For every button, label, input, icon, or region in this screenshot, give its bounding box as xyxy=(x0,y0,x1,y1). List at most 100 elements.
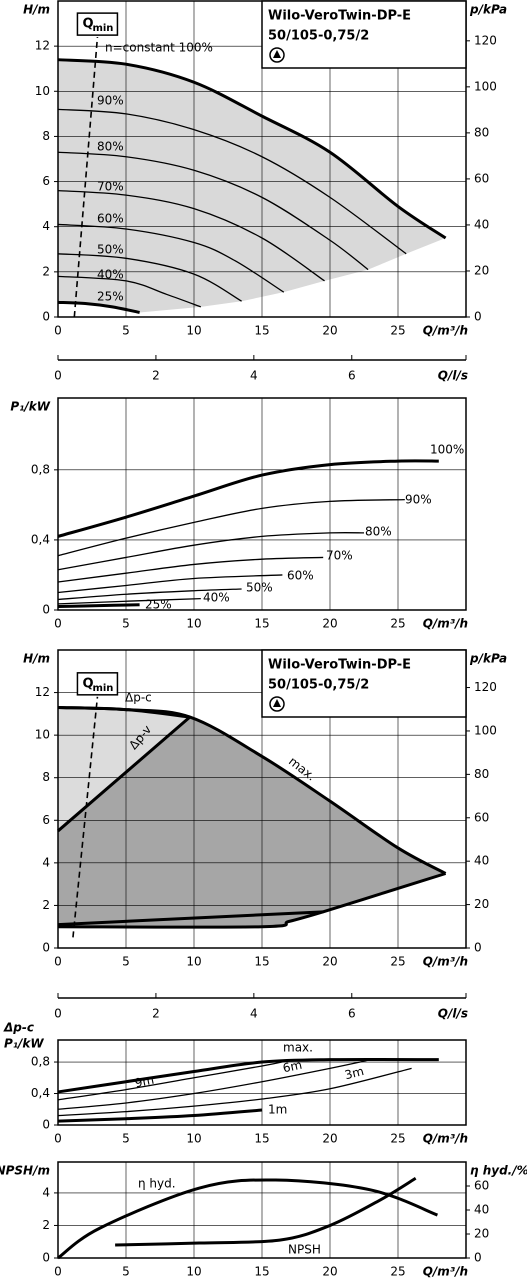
y2-tick-label: 80 xyxy=(474,125,489,139)
y-axis-label: H/m xyxy=(23,652,50,666)
operating-range-fill xyxy=(58,59,446,313)
y2-tick-label: 20 xyxy=(474,897,489,911)
x-tick-label: 25 xyxy=(390,955,405,969)
y-tick-label: 0 xyxy=(42,603,50,617)
y-tick-label: 8 xyxy=(42,129,50,143)
curve xyxy=(57,58,447,240)
y-tick-label: 0 xyxy=(42,1118,50,1132)
plot-frame xyxy=(57,1161,467,1259)
curve-label: 9m xyxy=(133,1073,155,1091)
plot-frame xyxy=(57,1039,467,1126)
dpc-range-fill xyxy=(58,707,190,831)
x-tick-label: 0 xyxy=(54,1265,62,1279)
y-tick-label: 0,8 xyxy=(31,462,50,476)
plot-frame xyxy=(57,397,467,611)
x-tick-label: 15 xyxy=(254,955,269,969)
x-tick-label: 10 xyxy=(186,1132,201,1146)
title: Wilo-VeroTwin-DP-E xyxy=(268,9,411,24)
curve xyxy=(57,151,369,271)
y2-axis-label: p/kPa xyxy=(469,3,507,17)
y-tick-label: 10 xyxy=(35,728,50,742)
curve-label: 70% xyxy=(97,180,124,194)
y2-tick-label: 60 xyxy=(474,1179,489,1193)
pump-icon-arrow xyxy=(273,699,281,707)
y2-tick-label: 40 xyxy=(474,1203,489,1217)
y2-tick-label: 120 xyxy=(474,33,497,47)
x-tick-label: 25 xyxy=(390,1132,405,1146)
y-tick-label: 2 xyxy=(42,1218,50,1232)
curve xyxy=(57,253,242,302)
x-tick-label: 20 xyxy=(322,1265,337,1279)
x-tick-label: 25 xyxy=(390,324,405,338)
curve-label: n=constant 100% xyxy=(105,41,213,55)
x2-tick-label: 6 xyxy=(348,369,356,383)
y-axis-label: NPSH/m xyxy=(0,1164,50,1178)
y-tick-label: 12 xyxy=(35,39,50,53)
y2-axis-label: η hyd./% xyxy=(470,1164,527,1178)
x-tick-label: 0 xyxy=(54,617,62,631)
qmin-sub: min xyxy=(92,683,113,694)
title-box xyxy=(261,649,467,718)
x-tick-label: 5 xyxy=(122,617,130,631)
x-tick-label: 15 xyxy=(254,617,269,631)
y-tick-label: 10 xyxy=(35,84,50,98)
x2-axis-label: Q/l/s xyxy=(438,1007,468,1021)
curve xyxy=(57,300,140,314)
x-axis-label: Q/m³/h xyxy=(423,324,468,338)
x2-tick-label: 2 xyxy=(152,369,160,383)
curve-label: 6m xyxy=(281,1058,303,1076)
curve xyxy=(57,597,201,605)
x-tick-label: 15 xyxy=(254,324,269,338)
curve-label: 90% xyxy=(97,94,124,108)
curve xyxy=(57,1059,290,1101)
x-axis-label: Q/m³/h xyxy=(423,1265,468,1279)
curve-label: max. xyxy=(283,1041,313,1055)
curve-label: Δp-c xyxy=(125,691,152,705)
curve xyxy=(57,1178,438,1260)
qmin-sub: min xyxy=(92,23,113,34)
curve xyxy=(57,1108,263,1123)
y2-tick-label: 20 xyxy=(474,1227,489,1241)
curve xyxy=(57,910,324,927)
curve-label: 100% xyxy=(430,443,464,457)
y2-axis-label: p/kPa xyxy=(469,652,507,666)
curve-label: 25% xyxy=(145,598,172,612)
curve xyxy=(57,189,325,282)
y-axis-label: Δp-c xyxy=(3,1021,34,1035)
y-tick-label: 0 xyxy=(42,941,50,955)
y2-tick-label: 60 xyxy=(474,171,489,185)
x-tick-label: 5 xyxy=(122,1132,130,1146)
y-tick-label: 8 xyxy=(42,770,50,784)
curve xyxy=(57,459,439,538)
y-tick-label: 4 xyxy=(42,219,50,233)
y-axis-label: H/m xyxy=(23,3,50,17)
curve-label: 60% xyxy=(97,212,124,226)
curve-label: 25% xyxy=(97,290,124,304)
x-tick-label: 0 xyxy=(54,955,62,969)
y2-tick-label: 40 xyxy=(474,217,489,231)
curve-label: 40% xyxy=(97,268,124,282)
x-axis-label: Q/m³/h xyxy=(423,617,468,631)
x-tick-label: 10 xyxy=(186,324,201,338)
y2-tick-label: 100 xyxy=(474,79,497,93)
y2-tick-label: 60 xyxy=(474,810,489,824)
subtitle: 50/105-0,75/2 xyxy=(268,678,369,693)
x2-tick-label: 4 xyxy=(250,369,258,383)
x-tick-label: 10 xyxy=(186,1265,201,1279)
y-axis-label: P₁/kW xyxy=(10,400,50,414)
x2-axis-label: Q/l/s xyxy=(438,369,468,383)
curve xyxy=(57,588,242,601)
curve-label: 1m xyxy=(268,1103,287,1117)
curve xyxy=(57,223,285,293)
y-tick-label: 2 xyxy=(42,264,50,278)
x-tick-label: 0 xyxy=(54,324,62,338)
curve xyxy=(57,574,283,594)
curve xyxy=(57,108,407,255)
y-axis-label: P₁/kW xyxy=(4,1037,44,1051)
curve xyxy=(57,275,202,308)
curve-label: 70% xyxy=(326,549,353,563)
y-tick-label: 0 xyxy=(42,1251,50,1265)
curve xyxy=(57,603,140,608)
